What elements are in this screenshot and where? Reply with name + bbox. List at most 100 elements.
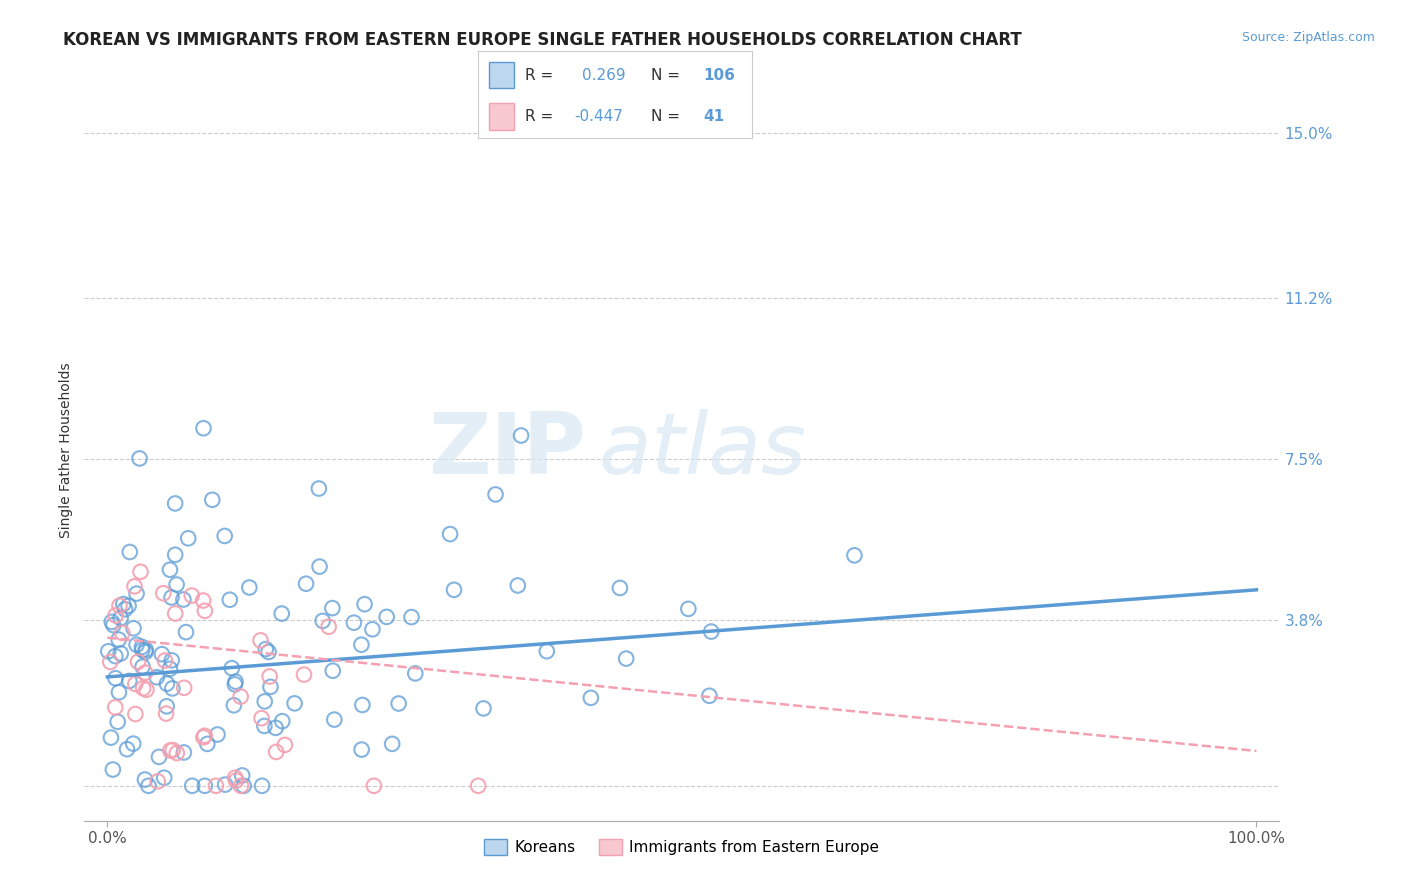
Point xyxy=(318,620,340,634)
Point xyxy=(111,626,134,640)
Y-axis label: Single Father Households: Single Father Households xyxy=(59,363,73,538)
Point xyxy=(311,614,333,628)
Point xyxy=(131,643,153,657)
Point xyxy=(350,638,373,652)
Point xyxy=(128,451,150,466)
Point xyxy=(321,601,343,615)
Point xyxy=(107,714,129,729)
Point xyxy=(467,779,489,793)
Point xyxy=(259,669,281,683)
Point xyxy=(117,599,139,613)
FancyBboxPatch shape xyxy=(489,62,513,88)
Point xyxy=(156,699,179,714)
Point xyxy=(101,615,124,629)
Point xyxy=(153,653,176,667)
Point xyxy=(221,661,243,675)
Point xyxy=(214,778,236,792)
Point xyxy=(122,737,145,751)
Text: 41: 41 xyxy=(703,109,724,124)
Point xyxy=(134,665,156,680)
Point xyxy=(381,737,404,751)
Point xyxy=(274,738,297,752)
Point xyxy=(191,593,214,607)
Point xyxy=(162,743,184,757)
Point xyxy=(166,746,188,760)
Point xyxy=(231,768,253,782)
Point xyxy=(108,685,131,699)
Point xyxy=(678,602,700,616)
Point xyxy=(101,763,124,777)
Point xyxy=(165,548,187,562)
Point xyxy=(700,624,723,639)
Point xyxy=(115,742,138,756)
Point xyxy=(118,673,141,688)
Point xyxy=(172,592,194,607)
Point xyxy=(145,670,167,684)
Point xyxy=(194,604,217,618)
Point xyxy=(155,706,177,721)
Point xyxy=(160,591,183,605)
Point xyxy=(253,694,276,708)
Point xyxy=(218,592,240,607)
Point xyxy=(104,671,127,685)
Point xyxy=(110,647,132,661)
Point xyxy=(97,644,120,658)
Point xyxy=(264,721,287,735)
Point xyxy=(388,697,411,711)
Point xyxy=(180,589,202,603)
Point xyxy=(104,608,127,623)
Point xyxy=(443,582,465,597)
Point xyxy=(124,706,146,721)
Point xyxy=(699,689,721,703)
Point xyxy=(132,681,155,696)
Point xyxy=(506,578,529,592)
Point xyxy=(253,719,276,733)
Point xyxy=(225,674,247,689)
Point xyxy=(193,731,215,745)
Point xyxy=(135,645,157,659)
Point xyxy=(166,577,188,591)
Point xyxy=(104,700,127,714)
Point xyxy=(100,731,122,745)
Point xyxy=(254,642,277,657)
Text: R =: R = xyxy=(524,109,553,124)
FancyBboxPatch shape xyxy=(489,103,513,129)
Point xyxy=(257,645,280,659)
Point xyxy=(159,743,181,757)
Point xyxy=(110,611,132,625)
Point xyxy=(250,779,273,793)
Point xyxy=(138,779,160,793)
Point xyxy=(229,779,252,793)
Point xyxy=(152,586,174,600)
Point xyxy=(156,676,179,690)
Point xyxy=(404,666,426,681)
Point xyxy=(177,531,200,545)
Point xyxy=(114,602,136,616)
Point xyxy=(194,779,217,793)
Point xyxy=(108,599,131,613)
Point xyxy=(353,597,375,611)
Point xyxy=(270,607,292,621)
Point xyxy=(131,640,153,654)
Point xyxy=(609,581,631,595)
Point xyxy=(225,773,247,788)
Point xyxy=(323,713,346,727)
Point xyxy=(222,698,245,713)
Point xyxy=(232,779,254,793)
Point xyxy=(160,653,183,667)
Text: R =: R = xyxy=(524,68,553,83)
Point xyxy=(150,647,173,661)
Point xyxy=(249,633,271,648)
Point xyxy=(229,690,252,704)
Point xyxy=(134,772,156,787)
Point xyxy=(250,711,273,725)
Text: KOREAN VS IMMIGRANTS FROM EASTERN EUROPE SINGLE FATHER HOUSEHOLDS CORRELATION CH: KOREAN VS IMMIGRANTS FROM EASTERN EUROPE… xyxy=(63,31,1022,49)
Text: N =: N = xyxy=(651,109,679,124)
Point xyxy=(284,697,307,711)
Text: Source: ZipAtlas.com: Source: ZipAtlas.com xyxy=(1241,31,1375,45)
Point xyxy=(472,701,495,715)
Point xyxy=(439,527,461,541)
Point xyxy=(107,632,129,647)
Point xyxy=(131,659,153,673)
Point xyxy=(238,581,260,595)
